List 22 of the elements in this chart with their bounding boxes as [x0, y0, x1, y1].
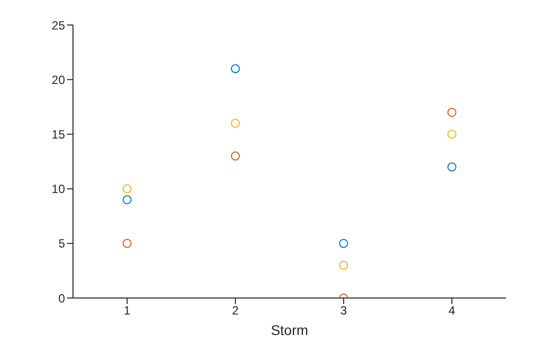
point [122, 238, 132, 248]
point [447, 162, 456, 172]
point [447, 108, 456, 117]
point [339, 238, 348, 248]
x-tick-label: 3 [340, 304, 348, 318]
point [447, 130, 456, 139]
point [230, 64, 240, 74]
y-tick-label: 25 [52, 18, 66, 32]
y-tick-label: 20 [52, 72, 66, 87]
y-tick-label: 10 [52, 182, 66, 196]
point [230, 118, 240, 128]
point [122, 184, 132, 194]
y-tick-label: 0 [58, 291, 66, 306]
point [122, 195, 132, 204]
x-tick-label: 4 [448, 304, 456, 318]
x-tick-label: 1 [124, 304, 131, 318]
x-tick-label: 2 [232, 304, 240, 318]
point [230, 152, 240, 161]
y-tick-label: 5 [58, 236, 66, 251]
x-axis-title: Storm [270, 322, 308, 337]
point [339, 260, 348, 270]
y-tick-label: 15 [52, 127, 66, 142]
